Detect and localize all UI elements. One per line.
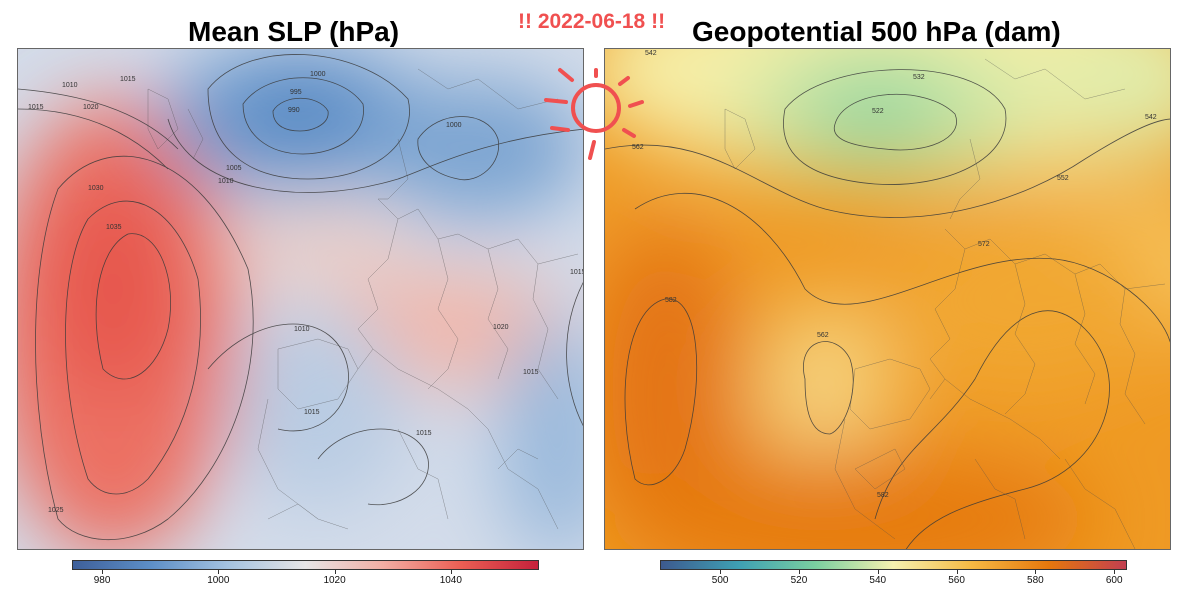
- contour-label: 1025: [48, 507, 64, 514]
- contour-label: 1005: [226, 165, 242, 172]
- contour-label: 552: [1057, 175, 1069, 182]
- z500-colorbar-tick-label: 540: [869, 575, 887, 586]
- z500-colorbar-tick: [877, 570, 879, 574]
- contour-label: 1015: [570, 269, 584, 276]
- slp-map: 1010 1015 1015 1020 1000 995 990 1005 10…: [17, 48, 584, 550]
- slp-colorbar-tick-label: 1020: [323, 575, 346, 586]
- z500-colorbar-tick-label: 580: [1027, 575, 1044, 586]
- slp-colorbar-tick-label: 980: [93, 575, 111, 586]
- contour-label: 572: [978, 241, 990, 248]
- slp-colorbar-tick-label: 1000: [207, 575, 230, 586]
- contour-label: 542: [1145, 114, 1157, 121]
- contour-label: 562: [817, 332, 829, 339]
- z500-panel-title: Geopotential 500 hPa (dam): [692, 16, 1061, 47]
- contour-label: 1035: [106, 224, 122, 231]
- date-annotation: !! 2022-06-18 !!: [518, 10, 666, 33]
- contour-label: 1020: [83, 104, 99, 111]
- contour-label: 995: [290, 89, 302, 96]
- slp-colorbar-tick: [218, 570, 220, 574]
- contour-label: 582: [877, 492, 889, 499]
- slp-colorbar-tick-label: 1040: [439, 575, 462, 586]
- slp-panel-title: Mean SLP (hPa): [188, 16, 400, 47]
- contour-label: 990: [288, 107, 300, 114]
- contour-label: 1020: [493, 324, 509, 331]
- contour-label: 1015: [523, 369, 539, 376]
- z500-colorbar-tick-label: 520: [790, 575, 808, 586]
- slp-colorbar-tick: [334, 570, 336, 574]
- contour-label: 1010: [218, 178, 234, 185]
- z500-map: 542 532 522 542 562 552 572 582 562 582: [604, 48, 1171, 550]
- contour-label: 1000: [310, 71, 326, 78]
- contour-label: 522: [872, 108, 884, 115]
- contour-label: 582: [665, 297, 677, 304]
- contour-label: 562: [632, 144, 644, 151]
- contour-label: 532: [913, 74, 925, 81]
- z500-colorbar: 500 520 540 560 580 600: [660, 560, 1127, 586]
- contour-label: 1015: [416, 430, 432, 437]
- z500-colorbar-tick: [720, 570, 722, 574]
- contour-label: 1015: [304, 409, 320, 416]
- contour-label: 1015: [120, 76, 136, 83]
- slp-colorbar-tick: [450, 570, 452, 574]
- slp-colorbar-tick: [102, 570, 104, 574]
- contour-label: 1030: [88, 185, 104, 192]
- z500-colorbar-tick-label: 560: [948, 575, 965, 586]
- z500-colorbar-tick: [798, 570, 800, 574]
- contour-label: 542: [645, 50, 657, 57]
- z500-colorbar-tick-label: 500: [711, 575, 729, 586]
- contour-label: 1010: [294, 326, 310, 333]
- z500-colorbar-tick: [1114, 570, 1116, 574]
- z500-colorbar-tick: [1035, 570, 1037, 574]
- contour-label: 1015: [28, 104, 44, 111]
- contour-label: 1000: [446, 122, 462, 129]
- z500-colorbar-tick-label: 600: [1105, 575, 1123, 586]
- sun-icon: [544, 68, 644, 160]
- slp-colorbar: 980 1000 1020 1040: [72, 560, 539, 586]
- contour-label: 1010: [62, 82, 78, 89]
- z500-colorbar-tick: [956, 570, 958, 574]
